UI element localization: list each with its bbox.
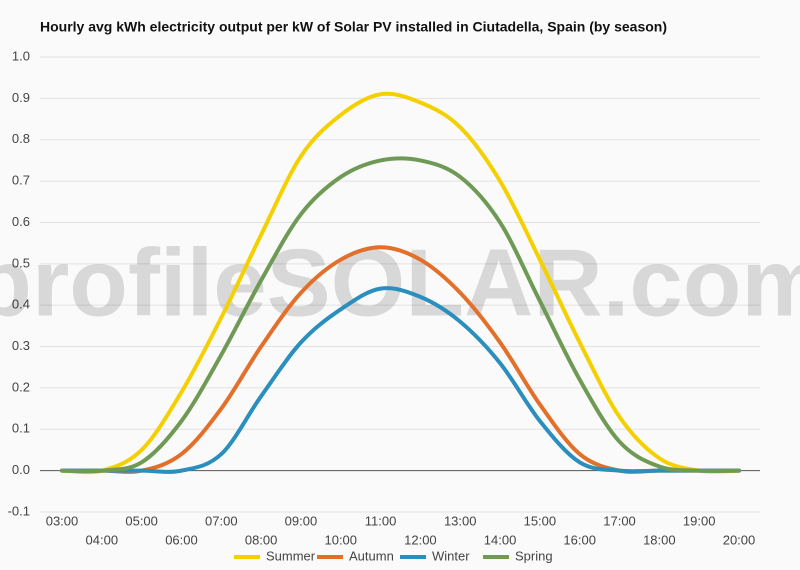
x-tick-label: 04:00	[86, 532, 119, 547]
watermark: profileSOLAR.com	[0, 229, 800, 336]
x-tick-label: 15:00	[524, 513, 557, 528]
y-tick-label: 0.5	[12, 255, 30, 270]
y-tick-label: 0.6	[12, 214, 30, 229]
x-tick-label: 16:00	[563, 532, 596, 547]
y-tick-label: -0.1	[8, 503, 30, 518]
x-tick-label: 18:00	[643, 532, 676, 547]
y-tick-label: 0.9	[12, 90, 30, 105]
x-tick-label: 03:00	[46, 513, 79, 528]
y-tick-label: 0.1	[12, 421, 30, 436]
x-tick-label: 20:00	[723, 532, 756, 547]
x-tick-label: 06:00	[165, 532, 198, 547]
legend-label: Winter	[432, 548, 470, 563]
legend-label: Autumn	[349, 548, 394, 563]
chart-title: Hourly avg kWh electricity output per kW…	[40, 19, 667, 35]
x-tick-label: 14:00	[484, 532, 517, 547]
y-tick-label: 0.7	[12, 173, 30, 188]
legend-label: Spring	[515, 548, 553, 563]
y-tick-label: 0.0	[12, 462, 30, 477]
x-tick-label: 05:00	[125, 513, 158, 528]
x-tick-label: 13:00	[444, 513, 477, 528]
x-tick-label: 19:00	[683, 513, 716, 528]
x-tick-label: 17:00	[603, 513, 636, 528]
y-tick-label: 0.8	[12, 131, 30, 146]
x-tick-label: 10:00	[324, 532, 357, 547]
series-line	[60, 156, 741, 474]
x-tick-label: 07:00	[205, 513, 238, 528]
x-tick-label: 11:00	[365, 513, 397, 528]
x-tick-label: 12:00	[404, 532, 437, 547]
y-tick-label: 0.4	[12, 297, 30, 312]
series-line	[60, 91, 741, 475]
legend-label: Summer	[266, 548, 316, 563]
y-tick-label: 0.2	[12, 379, 30, 394]
x-tick-label: 09:00	[285, 513, 318, 528]
y-tick-label: 0.3	[12, 338, 30, 353]
series-line	[60, 286, 741, 474]
y-tick-label: 1.0	[12, 48, 30, 63]
x-tick-label: 08:00	[245, 532, 278, 547]
